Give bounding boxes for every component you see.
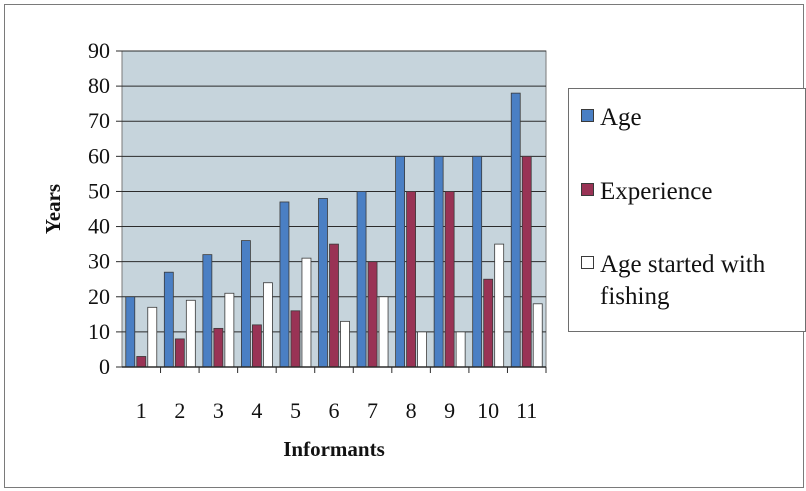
x-tick-labels: 1 2 3 4 5 6 7 8 9 10 11 [136,367,546,423]
legend-item-age-started: Age started with fishing [581,249,800,313]
bar-age-started-with-fishing-4 [263,283,272,367]
bar-experience-10 [484,279,493,367]
x-tick-label: 8 [406,398,417,423]
bar-age-3 [203,255,212,367]
bar-age-11 [511,93,520,367]
y-tick-label: 40 [88,214,110,239]
bar-age-6 [319,198,328,367]
y-tick-label: 60 [88,143,110,168]
x-tick-label: 7 [367,398,378,423]
bar-experience-1 [137,356,146,367]
bar-experience-7 [368,262,377,367]
x-tick-label: 11 [516,398,537,423]
bar-age-started-with-fishing-5 [302,258,311,367]
bar-experience-5 [291,311,300,367]
bar-age-started-with-fishing-1 [148,307,157,367]
y-axis-title: Years [41,184,65,234]
bar-experience-3 [214,328,223,367]
bar-age-started-with-fishing-2 [186,300,195,367]
y-tick-labels: 0 10 20 30 40 50 60 70 80 90 [88,38,110,379]
y-tick-label: 50 [88,178,110,203]
y-tick-label: 20 [88,284,110,309]
bar-age-7 [357,191,366,367]
x-tick-label: 4 [251,398,262,423]
bar-age-9 [434,156,443,367]
bar-experience-4 [252,325,261,367]
bar-age-8 [396,156,405,367]
bar-age-started-with-fishing-7 [379,297,388,367]
x-tick-label: 6 [329,398,340,423]
bar-age-4 [241,241,250,367]
legend: Age Experience Age started with fishing [568,88,806,332]
x-tick-label: 10 [477,398,499,423]
legend-item-experience: Experience [581,176,800,208]
x-tick-label: 1 [136,398,147,423]
bar-age-started-with-fishing-3 [225,293,234,367]
bar-age-started-with-fishing-6 [341,321,350,367]
bar-experience-8 [407,191,416,367]
bar-age-started-with-fishing-10 [495,244,504,367]
y-tick-label: 70 [88,108,110,133]
bar-experience-2 [175,339,184,367]
y-tick-label: 0 [99,354,110,379]
legend-label-age-started: Age started with fishing [600,249,800,313]
x-tick-label: 2 [174,398,185,423]
x-tick-label: 9 [444,398,455,423]
y-tick-label: 80 [88,73,110,98]
y-tick-label: 90 [88,38,110,63]
bar-age-1 [126,297,135,367]
x-tick-label: 3 [213,398,224,423]
x-axis-title: Informants [283,437,385,461]
bar-age-started-with-fishing-11 [533,304,542,367]
legend-swatch-age [581,109,594,122]
bar-age-started-with-fishing-8 [418,332,427,367]
legend-swatch-experience [581,183,594,196]
legend-label-experience: Experience [600,176,800,208]
x-tick-label: 5 [290,398,301,423]
bar-experience-9 [445,191,454,367]
legend-swatch-age-started [581,256,594,269]
y-tick-label: 10 [88,319,110,344]
bar-age-5 [280,202,289,367]
bar-age-2 [164,272,173,367]
bar-experience-6 [330,244,339,367]
bar-age-10 [473,156,482,367]
legend-item-age: Age [581,102,800,134]
legend-label-age: Age [600,102,800,134]
y-tick-label: 30 [88,249,110,274]
bar-experience-11 [522,156,531,367]
bar-age-started-with-fishing-9 [456,332,465,367]
